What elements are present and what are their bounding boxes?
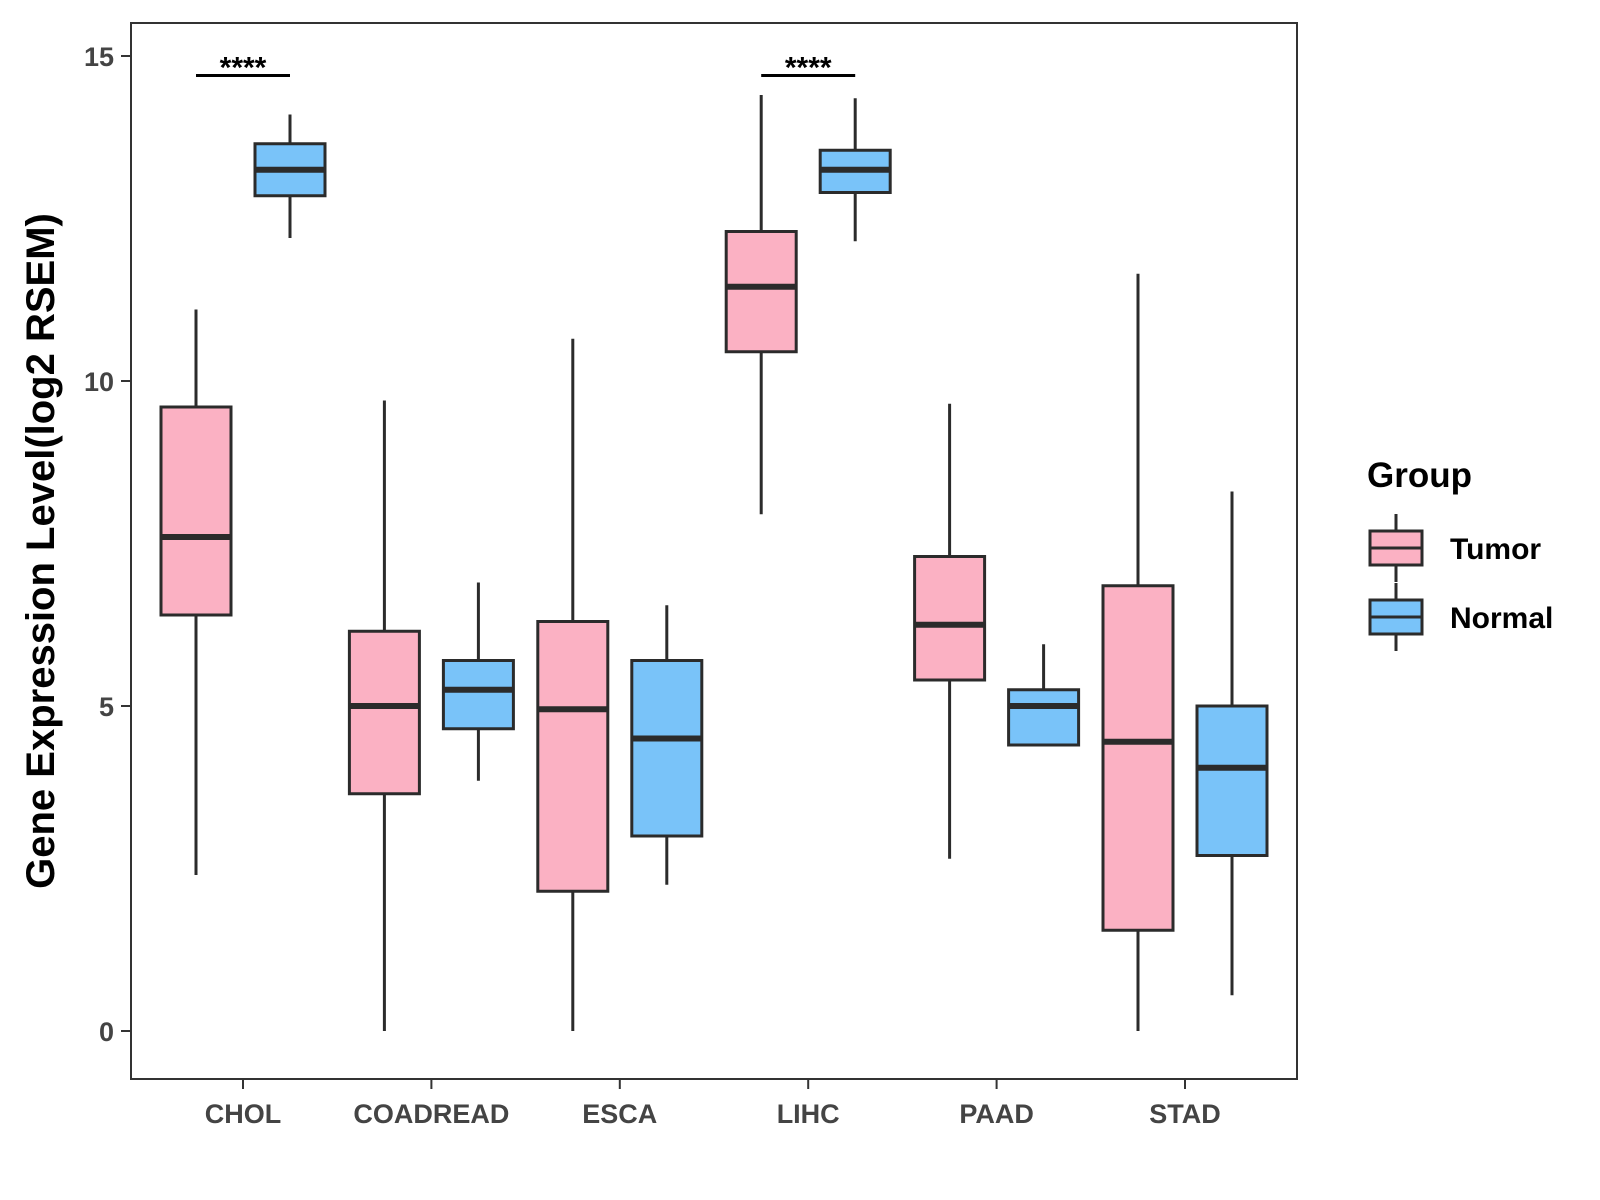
box-tumor-paad [913,403,987,859]
box-body [347,629,421,796]
box-normal-chol [253,114,327,238]
box-body [724,230,798,354]
box-normal-stad [1195,491,1269,996]
x-tick-label: STAD [1149,1099,1221,1129]
y-tick-label: 0 [99,1017,114,1047]
y-tick-label: 5 [99,692,114,722]
legend-key-normal: Normal [1368,583,1553,651]
legend-key-tumor: Tumor [1368,514,1541,582]
plot-marks: **** **** [159,52,1269,1031]
legend-label: Tumor [1450,533,1541,566]
y-tick-label: 10 [84,367,114,397]
box-normal-esca [630,605,704,885]
box-tumor-esca [536,338,610,1031]
box-tumor-chol [159,309,233,875]
legend-keys: Tumor Normal [1368,514,1553,651]
box-body [1101,584,1175,932]
box-body [913,555,987,682]
legend-label: Normal [1450,602,1553,635]
box-tumor-stad [1101,273,1175,1031]
significance-label: **** [785,52,832,85]
x-tick-label: COADREAD [353,1099,509,1129]
box-tumor-lihc [724,95,798,515]
box-tumor-coadread [347,400,421,1031]
axes: 0 5 10 15 CHOL COADREAD ESCA LIHC PAAD STAD [84,42,1221,1129]
significance-label: **** [220,52,267,85]
x-tick-label: LIHC [777,1099,840,1129]
x-tick-label: PAAD [959,1099,1034,1129]
box-body [1007,688,1081,747]
box-body [630,659,704,838]
box-normal-paad [1007,644,1081,747]
box-body [159,405,233,617]
significance-chol: **** [196,52,290,85]
box-normal-coadread [441,582,515,781]
x-tick-label: CHOL [205,1099,282,1129]
y-tick-label: 15 [84,42,114,72]
plot-panel-border [130,22,1298,1080]
x-tick-label: ESCA [582,1099,657,1129]
legend-title: Group [1367,456,1472,495]
legend: Group Tumor Normal [1367,456,1553,651]
box-body [441,659,515,731]
box-body [536,620,610,893]
box-normal-lihc [818,98,892,242]
box-body [1195,704,1269,857]
significance-lihc: **** [761,52,856,85]
y-axis-label: Gene Expression Level(log2 RSEM) [19,213,63,889]
